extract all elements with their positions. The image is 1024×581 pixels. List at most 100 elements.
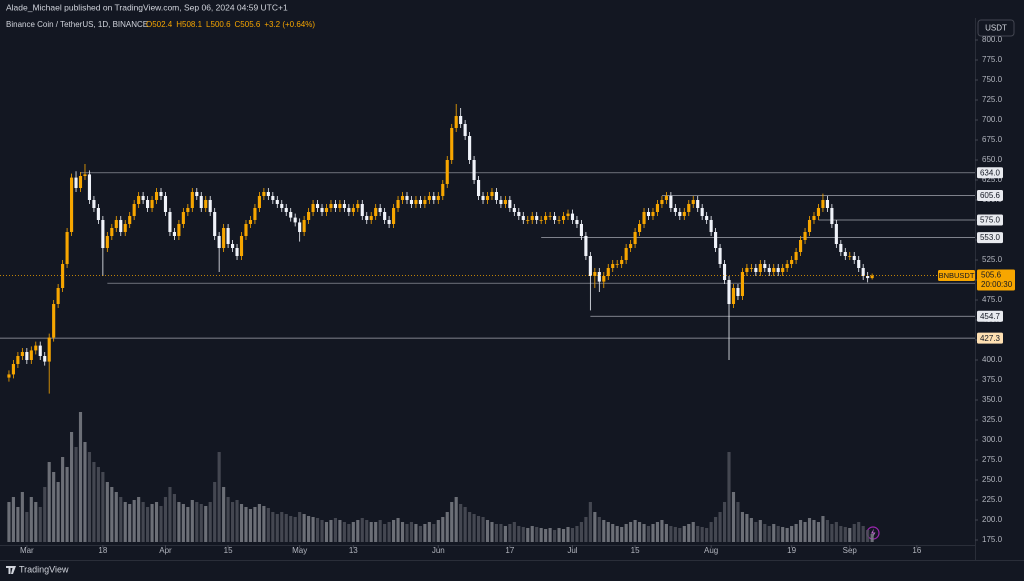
volume-bar: [767, 526, 771, 542]
candle-body: [731, 288, 736, 304]
candle-body: [289, 212, 293, 218]
volume-bar: [383, 524, 387, 542]
candle-body: [852, 256, 856, 260]
volume-bar: [427, 522, 431, 542]
candle-body: [830, 208, 834, 224]
currency[interactable]: USDT: [985, 24, 1007, 33]
currency-button[interactable]: [977, 19, 1015, 37]
candle-body: [248, 220, 253, 224]
candle-body: [190, 192, 194, 208]
candle-body: [696, 200, 700, 208]
candle-body: [490, 192, 494, 196]
candle-body: [253, 208, 257, 220]
candle-body: [535, 216, 539, 220]
candle-body: [494, 192, 499, 200]
volume-bar: [409, 522, 414, 542]
candle-body: [61, 264, 65, 288]
x-tick-label: Jun: [432, 546, 445, 555]
y-tick-label: 250.0: [982, 475, 1003, 484]
x-tick-label: Mar: [20, 546, 34, 555]
candle-body: [20, 352, 24, 356]
candle-body: [441, 184, 445, 196]
candle-body: [293, 217, 297, 223]
volume-bar: [405, 524, 409, 542]
volume-bar: [794, 524, 798, 542]
volume-bar: [262, 506, 266, 542]
volume-bar: [490, 522, 494, 542]
candle-body: [141, 196, 145, 200]
x-tick-label: 15: [224, 546, 233, 555]
volume-bar: [700, 527, 704, 542]
candle-body: [244, 224, 248, 236]
candle-body: [861, 268, 865, 276]
volume-bar: [660, 520, 664, 542]
candle-body: [843, 252, 847, 256]
candle-body: [718, 248, 722, 264]
candle-body: [866, 276, 870, 279]
volume-bar: [204, 506, 208, 542]
candle-body: [284, 208, 288, 212]
candle-body: [588, 256, 592, 276]
y-tick-label: 525.0: [982, 255, 1003, 264]
volume-bar: [20, 492, 24, 542]
candle-body: [459, 116, 463, 124]
volume-bar: [830, 524, 834, 542]
candle-body: [772, 268, 776, 272]
volume-bar: [678, 528, 682, 542]
candle-body: [181, 212, 185, 224]
volume-bar: [65, 467, 69, 542]
candle-body: [597, 272, 601, 282]
level-label-box: [977, 190, 1003, 202]
brand: TradingView: [19, 564, 69, 574]
candle-body: [807, 220, 812, 232]
x-tick-label: Aug: [704, 546, 718, 555]
candle-body: [687, 204, 691, 212]
volume-bar: [463, 507, 467, 542]
y-tick-label: 650.0: [982, 155, 1003, 164]
candle-body: [132, 204, 136, 216]
volume-bar: [213, 482, 217, 542]
volume-bar: [123, 502, 127, 542]
brand-logo: [6, 566, 16, 574]
volume-bar: [705, 528, 709, 542]
volume-bar: [289, 516, 293, 542]
volume-bar: [682, 526, 686, 542]
volume-bar: [190, 500, 194, 542]
last-price-box: [977, 269, 1015, 291]
candle-body: [749, 268, 753, 269]
candle-body: [186, 208, 190, 212]
candle-body: [119, 220, 123, 232]
volume-bar: [293, 517, 297, 542]
candle-body: [539, 220, 543, 221]
candle-body: [664, 196, 668, 200]
candle-body: [517, 212, 521, 216]
ohlc-value: L500.6: [206, 20, 231, 29]
candle-body: [776, 268, 780, 272]
volume-bar: [320, 520, 324, 542]
volume-bar: [602, 520, 606, 542]
volume-bar: [548, 528, 552, 542]
volume-bar: [468, 512, 472, 542]
x-tick-label: 17: [505, 546, 514, 555]
candle-body: [660, 200, 664, 204]
volume-bar: [172, 494, 176, 542]
volume-bar: [754, 522, 758, 542]
ohlc-value: H508.1: [176, 20, 202, 29]
level-label: 553.0: [980, 233, 1001, 242]
candle-body: [544, 216, 548, 220]
volume-bar: [593, 512, 597, 542]
volume-bar: [128, 504, 132, 542]
volume-bar: [535, 527, 539, 542]
candle-body: [338, 204, 342, 208]
volume-bar: [280, 512, 284, 542]
volume-bar: [584, 517, 588, 542]
volume-bar: [606, 522, 610, 542]
candle-body: [691, 200, 695, 204]
ohlc-value: O502.4: [146, 20, 173, 29]
y-tick-label: 800.0: [982, 35, 1003, 44]
y-tick-label: 300.0: [982, 435, 1003, 444]
candle-body: [673, 208, 677, 212]
candle-body: [839, 244, 843, 252]
candle-body: [378, 208, 382, 212]
candle-body: [472, 160, 476, 180]
